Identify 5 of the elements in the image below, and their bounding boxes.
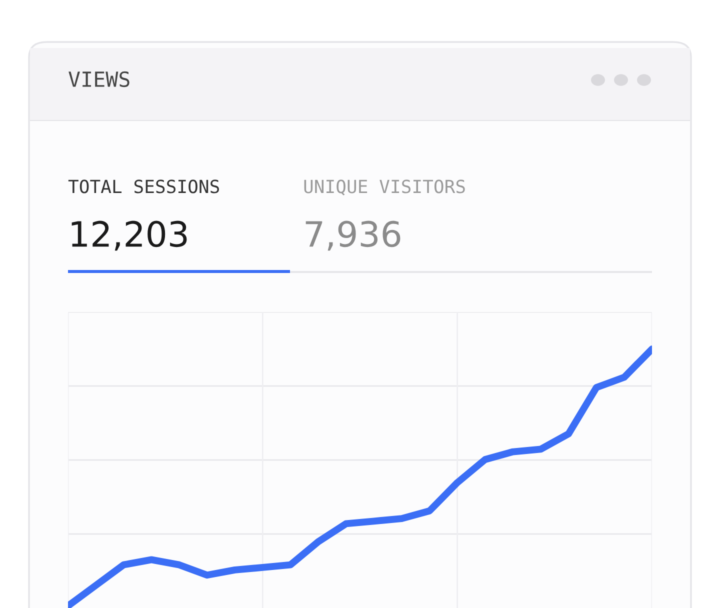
text: TOTAL SESSIONS bbox=[68, 180, 219, 194]
text: UNIQUE VISITORS bbox=[304, 180, 465, 196]
text: 7,936 bbox=[306, 220, 400, 251]
text: 12,203 bbox=[72, 220, 187, 251]
chart-title: VIEWS bbox=[68, 71, 130, 88]
